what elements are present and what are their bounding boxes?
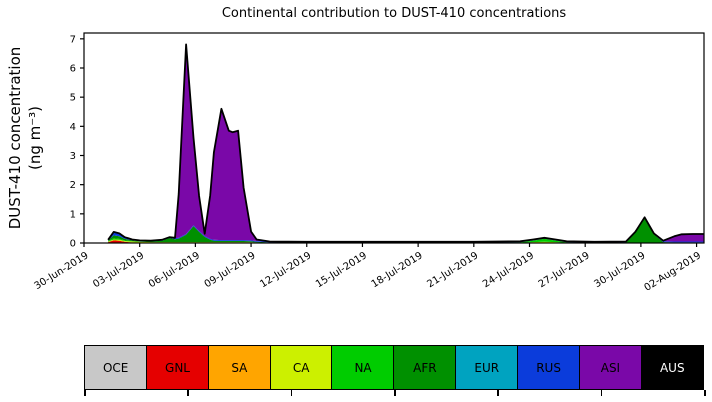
legend-item-CA: CA [269, 345, 333, 390]
area-series-NA [108, 238, 705, 243]
legend-label: NA [354, 360, 372, 375]
area-series-CA [108, 239, 705, 243]
legend-tick-mark [290, 390, 293, 396]
y-tick-label: 5 [70, 93, 76, 104]
x-tick-label: 27-Jul-2019 [537, 250, 592, 290]
legend-item-ASI: ASI [578, 345, 643, 390]
stacked-areas [107, 43, 705, 243]
legend-label: AUS [659, 360, 685, 375]
legend-label: RUS [536, 360, 561, 375]
x-tick-label: 06-Jul-2019 [147, 250, 202, 290]
legend-tick-mark [704, 390, 706, 396]
total-outline [107, 43, 704, 243]
legend-item-NA: NA [331, 345, 395, 390]
x-tick-label: 30-Jun-2019 [33, 250, 91, 292]
legend-item-AUS: AUS [640, 345, 704, 390]
y-axis-label-line1: DUST-410 concentration [6, 47, 24, 230]
x-tick-label: 15-Jul-2019 [314, 250, 369, 290]
legend-item-SA: SA [207, 345, 272, 390]
y-tick-label: 1 [70, 209, 76, 220]
y-tick-label: 0 [70, 239, 76, 250]
legend-item-RUS: RUS [516, 345, 581, 390]
x-tick-label: 03-Jul-2019 [91, 250, 146, 290]
legend-label: SA [231, 360, 248, 375]
legend-item-GNL: GNL [145, 345, 210, 390]
y-tick-label: 4 [70, 122, 76, 133]
area-series-ASI [108, 44, 705, 242]
legend-item-AFR: AFR [393, 345, 457, 390]
x-tick-label: 09-Jul-2019 [203, 250, 258, 290]
legend-tick-mark [600, 390, 603, 396]
y-tick-label: 2 [70, 180, 76, 191]
legend-label: OCE [102, 360, 129, 375]
plot-border [83, 32, 705, 244]
legend-label: CA [292, 360, 310, 375]
y-tick-label: 7 [70, 34, 76, 45]
legend-label: EUR [474, 360, 500, 375]
area-series-AFR [108, 218, 705, 243]
legend-label: AFR [413, 360, 437, 375]
legend-item-OCE: OCE [84, 345, 148, 390]
legend-label: ASI [600, 360, 621, 375]
x-tick-label: 24-Jul-2019 [481, 250, 536, 290]
legend-tick-mark [497, 390, 499, 396]
legend-tick-mark [394, 390, 396, 396]
chart-title: Continental contribution to DUST-410 con… [222, 6, 567, 21]
legend: OCE GNL SA CA NA AFR EUR RUS ASI AUS [84, 345, 704, 390]
legend-tick-mark [187, 390, 189, 396]
x-tick-label: 18-Jul-2019 [370, 250, 425, 290]
legend-item-EUR: EUR [455, 345, 519, 390]
y-tick-label: 3 [70, 151, 76, 162]
x-tick-label: 12-Jul-2019 [258, 250, 313, 290]
y-tick-label: 6 [70, 64, 76, 75]
x-tick-label: 30-Jul-2019 [592, 250, 647, 290]
x-tick-label: 02-Aug-2019 [642, 250, 703, 294]
x-tick-label: 21-Jul-2019 [425, 250, 480, 290]
y-axis-label-line2: (ng m⁻³) [26, 106, 44, 170]
legend-label: GNL [165, 360, 190, 375]
legend-tick-mark [84, 390, 86, 396]
axes: 0 1 2 3 4 5 6 7 30-Jun-2019 03-Jul-2019 06-Jul-201… [33, 32, 705, 294]
